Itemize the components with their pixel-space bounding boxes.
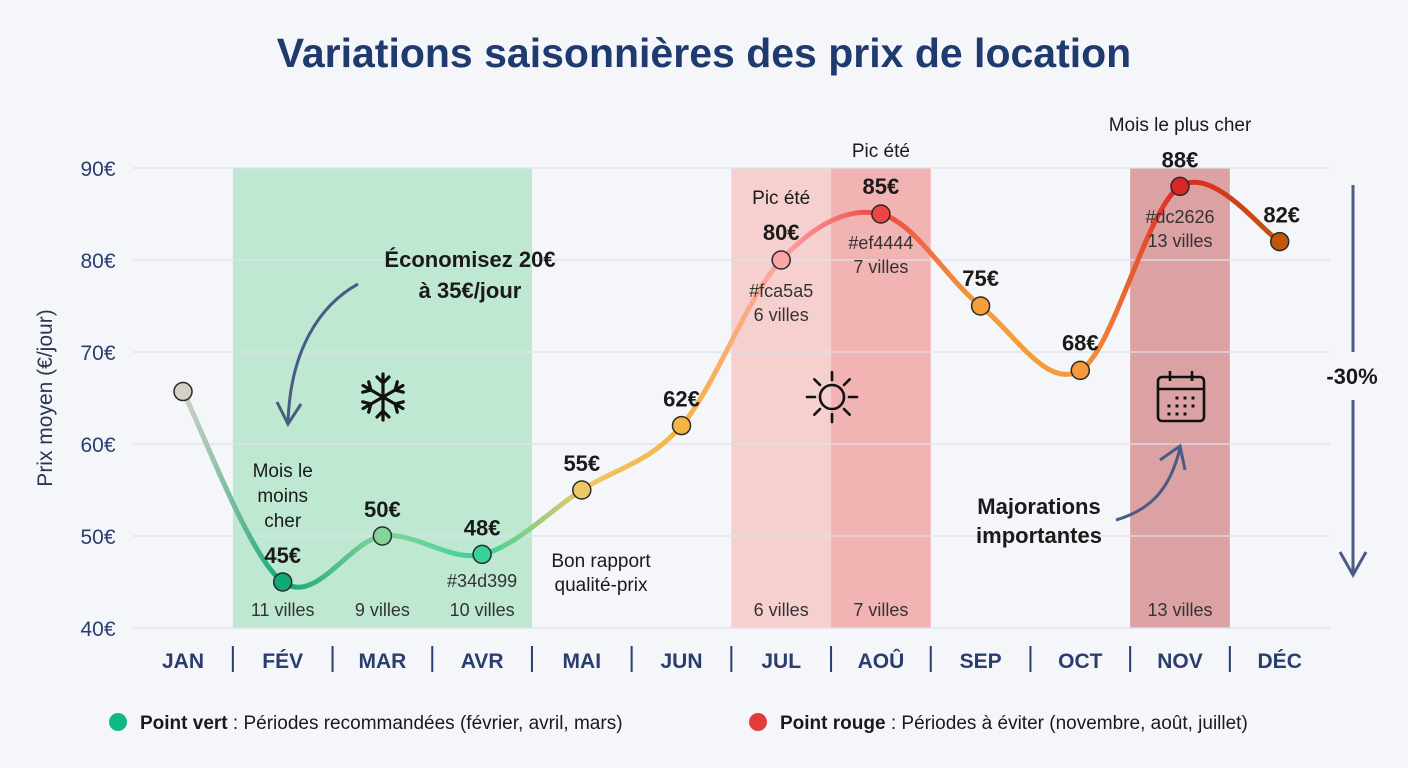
value-label: 48€: [464, 515, 501, 540]
value-note: qualité-prix: [555, 575, 648, 596]
city-count: 7 villes: [853, 600, 908, 620]
cheapest-note: moins: [257, 486, 308, 507]
cheapest-note: Mois le: [253, 461, 313, 482]
legend-marker: [749, 713, 767, 731]
y-tick-label: 50€: [80, 526, 115, 549]
data-point-JAN: [173, 381, 193, 402]
surcharge-callout: Majorations: [977, 494, 1100, 519]
legend-entry: Point vert : Périodes recommandées (févr…: [140, 713, 623, 734]
x-tick-label: NOV: [1157, 650, 1203, 673]
highlight-band: [831, 168, 931, 628]
data-point-MAR: [372, 526, 393, 546]
legend-marker: [109, 713, 127, 731]
data-point-AVR: [472, 544, 492, 565]
y-tick-label: 90€: [80, 158, 115, 181]
city-count: 9 villes: [355, 600, 410, 620]
x-tick-label: JUL: [761, 650, 801, 673]
city-count: 10 villes: [450, 600, 515, 620]
x-tick-label: MAR: [358, 650, 406, 673]
price-line: [180, 179, 1283, 590]
y-tick-label: 60€: [80, 434, 115, 457]
savings-callout: Économisez 20€: [384, 247, 555, 272]
snowflake-icon: [361, 372, 405, 422]
surcharge-arrow-head: [1159, 443, 1187, 471]
legend-entry: Point rouge : Périodes à éviter (novembr…: [780, 713, 1248, 734]
value-label: 45€: [264, 543, 301, 568]
y-axis-label: Prix moyen (€/jour): [34, 309, 57, 486]
value-label: 55€: [563, 451, 600, 476]
data-point-OCT: [1070, 360, 1091, 381]
city-count: 13 villes: [1147, 600, 1212, 620]
value-note: Bon rapport: [551, 551, 651, 572]
data-point-MAI: [572, 480, 592, 500]
drop-arrow-head: [1338, 551, 1368, 579]
apr-color-note: #34d399: [447, 571, 517, 591]
data-point-AOÛ: [871, 204, 891, 224]
value-label: 75€: [962, 266, 999, 291]
y-tick-label: 70€: [80, 342, 115, 365]
savings-arrow-head: [275, 401, 303, 428]
x-tick-label: JAN: [162, 650, 204, 673]
x-tick-label: FÉV: [262, 650, 303, 673]
x-tick-label: AOÛ: [858, 649, 905, 673]
aug-peak-note: Pic été: [852, 141, 910, 162]
jul-note: 6 villes: [754, 305, 809, 325]
y-tick-label: 40€: [80, 618, 115, 641]
nov-note: 13 villes: [1147, 231, 1212, 251]
x-tick-label: SEP: [960, 650, 1002, 673]
surcharge-arrow: [1115, 447, 1182, 522]
value-label: 62€: [663, 387, 700, 412]
calendar-icon: [1156, 371, 1206, 423]
nov-note: #dc2626: [1145, 207, 1214, 227]
value-label: 80€: [763, 220, 800, 245]
data-point-DÉC: [1269, 231, 1290, 252]
sun-icon: [805, 370, 859, 424]
value-label: 88€: [1162, 147, 1199, 172]
x-tick-label: DÉC: [1258, 650, 1302, 673]
drop-percentage: -30%: [1326, 364, 1377, 389]
jul-peak-note: Pic été: [752, 188, 810, 209]
data-point-NOV: [1170, 176, 1190, 197]
data-point-FÉV: [272, 572, 293, 592]
city-count: 6 villes: [754, 600, 809, 620]
data-point-SEP: [970, 296, 991, 316]
data-point-JUN: [671, 415, 692, 436]
value-label: 85€: [863, 174, 900, 199]
surcharge-callout: importantes: [976, 523, 1102, 548]
chart-title: Variations saisonnières des prix de loca…: [277, 30, 1131, 76]
data-point-JUL: [771, 250, 791, 270]
x-tick-label: JUN: [660, 650, 702, 673]
savings-callout: à 35€/jour: [419, 278, 522, 303]
aug-note: 7 villes: [853, 257, 908, 277]
x-tick-label: OCT: [1058, 650, 1103, 673]
value-label: 68€: [1062, 330, 1099, 355]
jul-note: #fca5a5: [749, 281, 813, 301]
y-tick-label: 80€: [80, 250, 115, 273]
savings-arrow: [286, 282, 359, 424]
value-label: 50€: [364, 497, 401, 522]
x-tick-label: MAI: [563, 650, 602, 673]
city-count: 11 villes: [251, 600, 315, 620]
most-expensive-note: Mois le plus cher: [1109, 115, 1252, 136]
cheapest-note: cher: [264, 511, 302, 532]
value-label: 82€: [1263, 203, 1300, 228]
x-tick-label: AVR: [461, 650, 504, 673]
aug-note: #ef4444: [848, 233, 913, 253]
